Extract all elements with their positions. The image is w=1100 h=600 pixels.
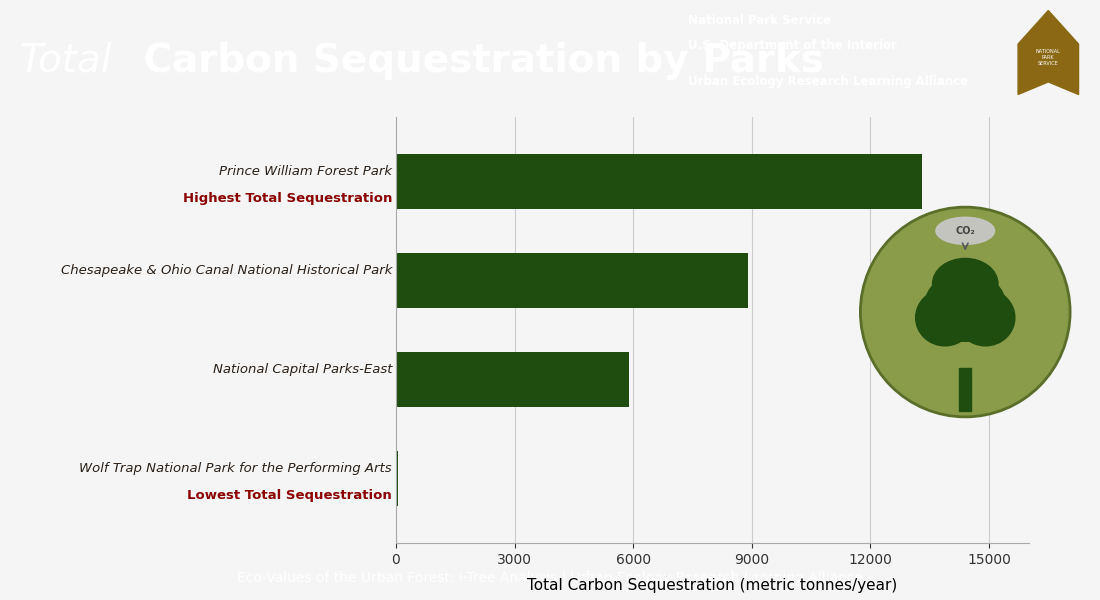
Text: NATIONAL
PARK
SERVICE: NATIONAL PARK SERVICE bbox=[1036, 49, 1060, 66]
Polygon shape bbox=[1019, 10, 1078, 94]
Bar bbox=[396, 154, 922, 209]
Text: Highest Total Sequestration: Highest Total Sequestration bbox=[183, 192, 392, 205]
Bar bbox=[959, 368, 971, 411]
Ellipse shape bbox=[956, 289, 1015, 346]
Text: CO₂: CO₂ bbox=[956, 226, 975, 236]
Ellipse shape bbox=[936, 217, 994, 244]
Bar bbox=[396, 451, 398, 506]
Text: Eco-Values of the Urban Forest: i-Tree Analysis | Urban Ecology Research Learnin: Eco-Values of the Urban Forest: i-Tree A… bbox=[236, 570, 864, 585]
Ellipse shape bbox=[925, 271, 1005, 341]
Text: Lowest Total Sequestration: Lowest Total Sequestration bbox=[187, 489, 392, 502]
X-axis label: Total Carbon Sequestration (metric tonnes/year): Total Carbon Sequestration (metric tonne… bbox=[527, 578, 898, 593]
Text: Carbon Sequestration by Parks: Carbon Sequestration by Parks bbox=[130, 42, 824, 80]
Text: Wolf Trap National Park for the Performing Arts: Wolf Trap National Park for the Performi… bbox=[79, 462, 392, 475]
Text: U.S. Department of the Interior: U.S. Department of the Interior bbox=[688, 38, 896, 52]
Text: Total: Total bbox=[20, 42, 112, 80]
Circle shape bbox=[860, 207, 1070, 417]
Text: Chesapeake & Ohio Canal National Historical Park: Chesapeake & Ohio Canal National Histori… bbox=[60, 264, 392, 277]
Bar bbox=[396, 253, 748, 308]
Ellipse shape bbox=[933, 259, 998, 309]
Text: Urban Ecology Research Learning Alliance: Urban Ecology Research Learning Alliance bbox=[688, 76, 968, 88]
Ellipse shape bbox=[915, 289, 975, 346]
Text: National Capital Parks-East: National Capital Parks-East bbox=[212, 363, 392, 376]
Bar bbox=[396, 352, 629, 407]
Text: National Park Service: National Park Service bbox=[688, 14, 830, 28]
Text: Prince William Forest Park: Prince William Forest Park bbox=[219, 165, 392, 178]
